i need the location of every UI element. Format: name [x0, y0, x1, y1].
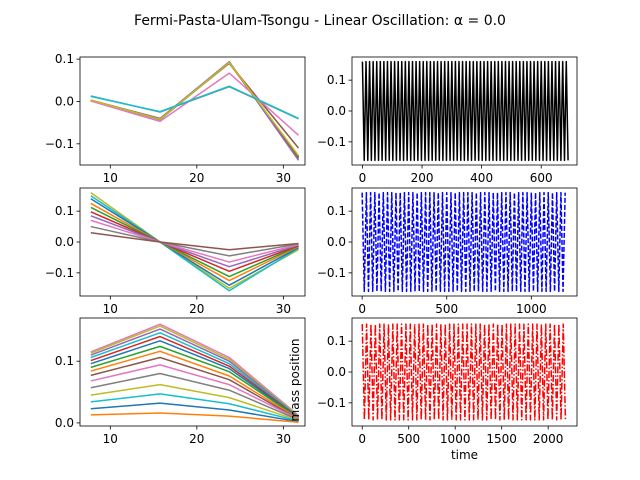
series-line — [90, 206, 299, 278]
series-line — [90, 195, 299, 292]
x-tick-label: 30 — [276, 171, 291, 185]
y-tick-label: 0.1 — [327, 334, 346, 348]
plot-area — [361, 60, 569, 162]
y-tick-label: 0.1 — [327, 204, 346, 218]
x-tick-label: 0 — [358, 302, 366, 316]
subplot-p1: 10 20 30 −0.1 0.0 0.1 — [45, 52, 306, 185]
series-line — [361, 191, 566, 293]
x-tick-label: 1000 — [440, 432, 471, 446]
plot-area — [361, 323, 567, 421]
x-tick-label: 20 — [189, 171, 204, 185]
x-tick-label: 1000 — [516, 302, 547, 316]
series-line — [90, 85, 299, 120]
series-line — [90, 215, 299, 268]
series-line — [90, 231, 299, 251]
series-line — [90, 356, 299, 420]
subplot-p2: 0 200 400 600 −0.1 0.0 0.1 — [317, 56, 578, 185]
y-tick-label: −0.1 — [317, 396, 346, 410]
series-line — [90, 202, 299, 282]
series-line — [90, 372, 299, 421]
subplot-p6: 0 500 1000 1500 2000 −0.1 0.0 0.1 time mass posit… — [288, 317, 578, 462]
series-line — [90, 198, 299, 286]
series-line — [90, 225, 299, 257]
y-tick-label: 0.0 — [327, 365, 346, 379]
x-tick-label: 500 — [397, 432, 420, 446]
series-line — [90, 192, 299, 290]
series-line — [90, 72, 300, 136]
y-tick-label: 0.1 — [327, 73, 346, 87]
series-line — [90, 402, 299, 423]
series-line — [90, 364, 299, 420]
y-tick-label: 0.0 — [55, 235, 74, 249]
axes-frame — [79, 56, 306, 166]
y-tick-label: 0.0 — [327, 235, 346, 249]
x-tick-label: 10 — [103, 432, 118, 446]
x-tick-label: 30 — [276, 432, 291, 446]
subplot-p3: 10 20 30 −0.1 0.0 0.1 — [45, 187, 306, 316]
plot-area — [90, 192, 299, 292]
y-tick-label: −0.1 — [45, 266, 74, 280]
plot-area — [90, 60, 300, 161]
x-tick-label: 10 — [103, 171, 118, 185]
series-line — [90, 328, 299, 418]
y-tick-label: 0.1 — [55, 204, 74, 218]
series-line — [90, 345, 299, 419]
x-tick-label: 0 — [359, 171, 367, 185]
series-line — [90, 335, 299, 418]
y-tick-label: −0.1 — [45, 137, 74, 151]
axes-frame — [79, 187, 306, 297]
x-tick-label: 30 — [276, 302, 291, 316]
x-tick-label: 600 — [530, 171, 553, 185]
series-line — [90, 383, 299, 422]
series-line — [90, 332, 299, 418]
series-line — [361, 323, 567, 421]
series-line — [90, 340, 299, 419]
subplot-p5: 10 20 30 0.0 0.1 — [55, 317, 306, 446]
y-tick-label: −0.1 — [317, 266, 346, 280]
x-tick-label: 0 — [358, 432, 366, 446]
series-line — [90, 62, 300, 149]
axes-frame — [79, 317, 306, 427]
y-tick-label: −0.1 — [317, 135, 346, 149]
y-tick-label: 0.0 — [55, 416, 74, 430]
plot-area — [90, 323, 299, 424]
x-tick-label: 20 — [189, 302, 204, 316]
series-line — [90, 211, 299, 273]
plot-area — [361, 191, 566, 293]
x-tick-label: 20 — [189, 432, 204, 446]
x-tick-label: 400 — [470, 171, 493, 185]
y-axis-label: mass position — [288, 339, 302, 422]
series-line — [90, 393, 299, 422]
x-tick-label: 1500 — [486, 432, 517, 446]
series-line — [90, 219, 299, 263]
x-tick-label: 500 — [435, 302, 458, 316]
y-tick-label: 0.0 — [327, 104, 346, 118]
y-tick-label: 0.0 — [55, 94, 74, 108]
y-tick-label: 0.1 — [55, 354, 74, 368]
x-tick-label: 200 — [411, 171, 434, 185]
series-line — [90, 350, 299, 420]
figure-title: Fermi-Pasta-Ulam-Tsongu - Linear Oscilla… — [134, 13, 506, 29]
series-line — [90, 412, 299, 424]
series-line — [361, 60, 569, 162]
y-tick-label: 0.1 — [55, 52, 74, 66]
series-line — [90, 325, 299, 417]
subplot-p4: 0 500 1000 −0.1 0.0 0.1 — [317, 187, 578, 316]
x-axis-label: time — [451, 448, 478, 462]
series-line — [90, 323, 299, 417]
series-line — [90, 61, 300, 157]
x-tick-label: 2000 — [533, 432, 564, 446]
x-tick-label: 10 — [103, 302, 118, 316]
